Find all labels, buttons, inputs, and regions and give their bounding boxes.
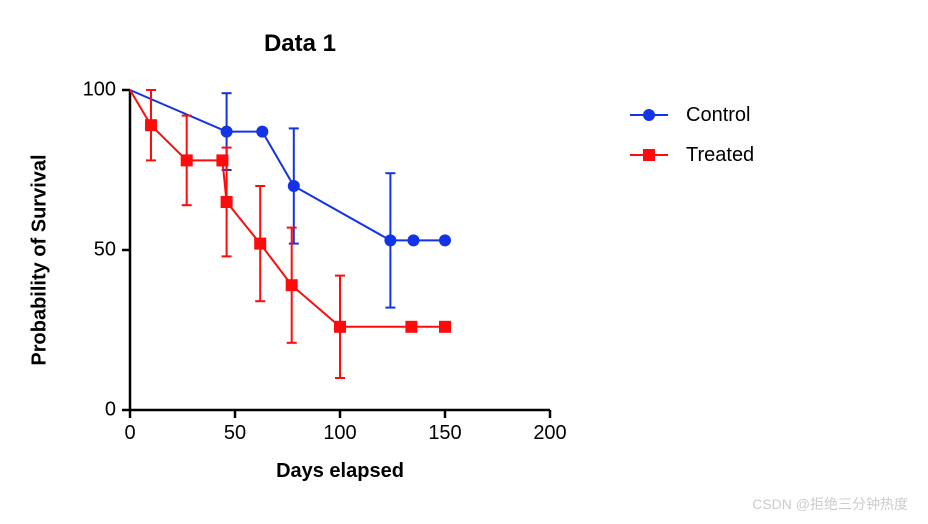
x-tick-label: 150	[428, 422, 461, 445]
legend-item-control: Control	[630, 95, 754, 135]
legend-label-treated: Treated	[686, 144, 754, 167]
y-tick-label: 100	[83, 79, 116, 102]
legend-item-treated: Treated	[630, 135, 754, 175]
plot-area	[0, 0, 928, 524]
legend-swatch-treated	[630, 145, 668, 165]
x-tick-label: 0	[124, 422, 135, 445]
legend: Control Treated	[630, 95, 754, 175]
legend-label-control: Control	[686, 104, 750, 127]
y-tick-label: 50	[94, 239, 116, 262]
x-tick-label: 50	[224, 422, 246, 445]
watermark: CSDN @拒绝三分钟热度	[752, 494, 908, 514]
survival-chart: Data 1 Probability of Survival Days elap…	[0, 0, 928, 524]
x-tick-label: 200	[533, 422, 566, 445]
x-tick-label: 100	[323, 422, 356, 445]
y-tick-label: 0	[105, 399, 116, 422]
legend-swatch-control	[630, 105, 668, 125]
